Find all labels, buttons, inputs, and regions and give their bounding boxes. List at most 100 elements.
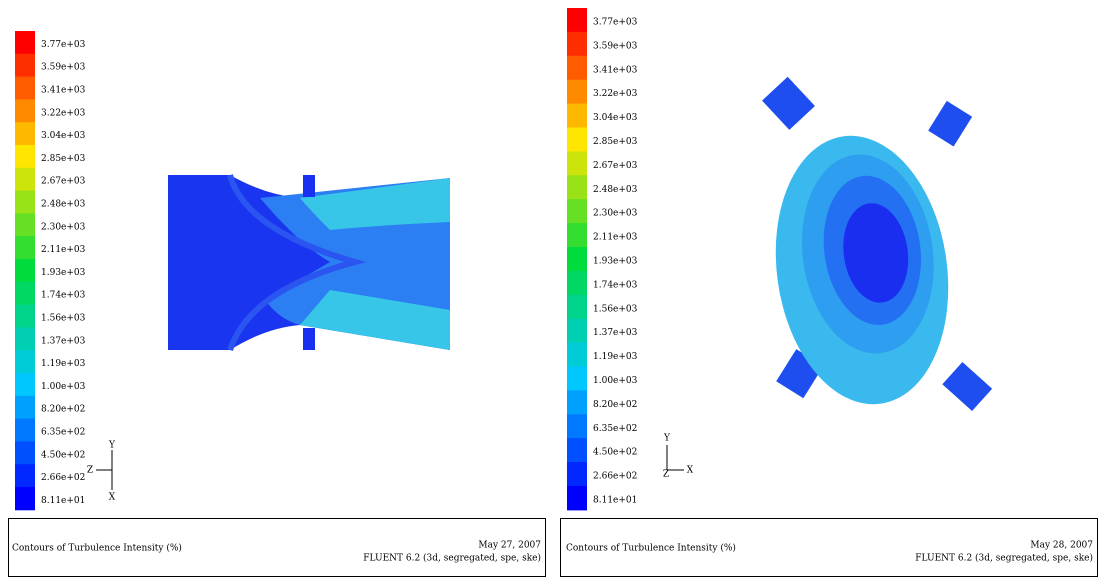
colorbar-label: 1.00e+03 [41,382,86,392]
colorbar-band [567,31,587,57]
colorbar-band [567,79,587,105]
colorbar-label: 3.77e+03 [593,17,638,27]
colorbar-band [567,366,587,391]
colorbar-label: 2.11e+03 [593,233,638,243]
pin [303,175,315,197]
colorbar-label: 1.19e+03 [593,352,638,362]
colorbar-band [15,327,35,351]
colorbar-label: 2.67e+03 [41,177,86,187]
caption-date: May 27, 2007 [478,541,541,551]
colorbar-band [567,151,587,176]
colorbar-label: 1.37e+03 [41,336,86,346]
colorbar-band [567,294,587,320]
disc-contour [762,76,993,412]
colorbar-label: 3.04e+03 [593,113,638,123]
caption-title: Contours of Turbulence Intensity (%) [566,543,736,554]
colorbar-label: 2.85e+03 [593,137,638,147]
axis-label: X [109,493,116,503]
colorbar-band [567,462,587,487]
colorbar-band [15,53,35,78]
colorbar-label: 6.35e+02 [41,428,85,438]
colorbar-band [567,199,587,224]
caption-software: FLUENT 6.2 (3d, segregated, spe, ske) [915,553,1093,564]
colorbar-label: 1.74e+03 [41,291,86,301]
colorbar-band [567,247,587,272]
colorbar-label: 2.30e+03 [593,209,638,219]
colorbar-label: 6.35e+02 [593,424,637,434]
colorbar-label: 1.56e+03 [593,304,638,314]
colorbar-band [15,350,35,374]
colorbar-band [567,486,587,511]
nozzle-zone [300,290,450,350]
colorbar-label: 1.93e+03 [593,256,638,266]
colorbar-band [567,390,587,415]
colorbar-label: 3.41e+03 [593,65,638,75]
nozzle-zone [227,174,367,351]
colorbar-label: 8.20e+02 [593,400,637,410]
colorbar-band [15,190,35,214]
colorbar-band [567,342,587,367]
colorbar-band [567,438,587,463]
colorbar-band [15,487,35,511]
colorbar-label: 3.41e+03 [41,86,86,96]
colorbar-band [15,99,35,123]
axis-label: Z [663,470,669,480]
colorbar-label: 3.59e+03 [593,41,638,51]
tab [762,76,815,130]
zone [843,203,909,303]
colorbar-band [15,281,35,306]
colorbar-label: 1.00e+03 [593,376,638,386]
tab [942,361,993,412]
colorbar-band [567,8,587,33]
colorbar-label: 4.50e+02 [593,448,637,458]
colorbar-band [15,167,35,192]
colorbar-label: 1.19e+03 [41,359,86,369]
caption-box [560,518,1098,577]
colorbar-label: 2.67e+03 [593,161,638,171]
caption-title: Contours of Turbulence Intensity (%) [12,543,182,554]
colorbar-label: 8.11e+01 [41,496,85,506]
axis-label: Z [87,466,93,476]
colorbar-band [15,418,35,442]
nozzle-zone [300,178,450,230]
colorbar-band [15,259,35,283]
colorbar-band [15,441,35,465]
colorbar-label: 2.11e+03 [41,245,86,255]
colorbar-label: 2.48e+03 [41,200,86,210]
colorbar-band [15,395,35,420]
colorbar-band [567,175,587,200]
tab [928,100,973,147]
colorbar-label: 2.85e+03 [41,154,86,164]
colorbar-label: 8.11e+01 [593,495,637,505]
axis-label: X [687,466,694,476]
colorbar-band [15,122,35,146]
axis-triad [96,445,684,490]
colorbar-label: 8.20e+02 [41,405,85,415]
colorbar-label: 3.04e+03 [41,131,86,141]
caption-software: FLUENT 6.2 (3d, segregated, spe, ske) [363,553,541,564]
pin [303,328,315,350]
colorbar-label: 4.50e+02 [41,450,85,460]
colorbar-label: 1.56e+03 [41,314,86,324]
colorbar-label: 3.22e+03 [41,108,86,118]
axis-label: Y [663,434,671,444]
nozzle-contour [168,174,450,351]
colorbar-band [567,414,587,439]
colorbar-label: 2.66e+02 [593,472,637,482]
colorbar-label: 3.22e+03 [593,89,638,99]
colorbar-label: 2.66e+02 [41,473,85,483]
colorbar-band [15,236,35,260]
colorbar-band [15,373,35,397]
colorbar-band [15,145,35,169]
colorbar-band [567,223,587,248]
colorbar-label: 1.74e+03 [593,280,638,290]
colorbar-band [15,76,35,100]
colorbar-label: 3.77e+03 [41,40,86,50]
caption-date: May 28, 2007 [1030,541,1093,551]
colorbar-label: 3.59e+03 [41,63,86,73]
colorbar-band [567,318,587,344]
caption-box [8,518,546,577]
colorbar-band [15,464,35,488]
colorbar-label: 2.30e+03 [41,222,86,232]
